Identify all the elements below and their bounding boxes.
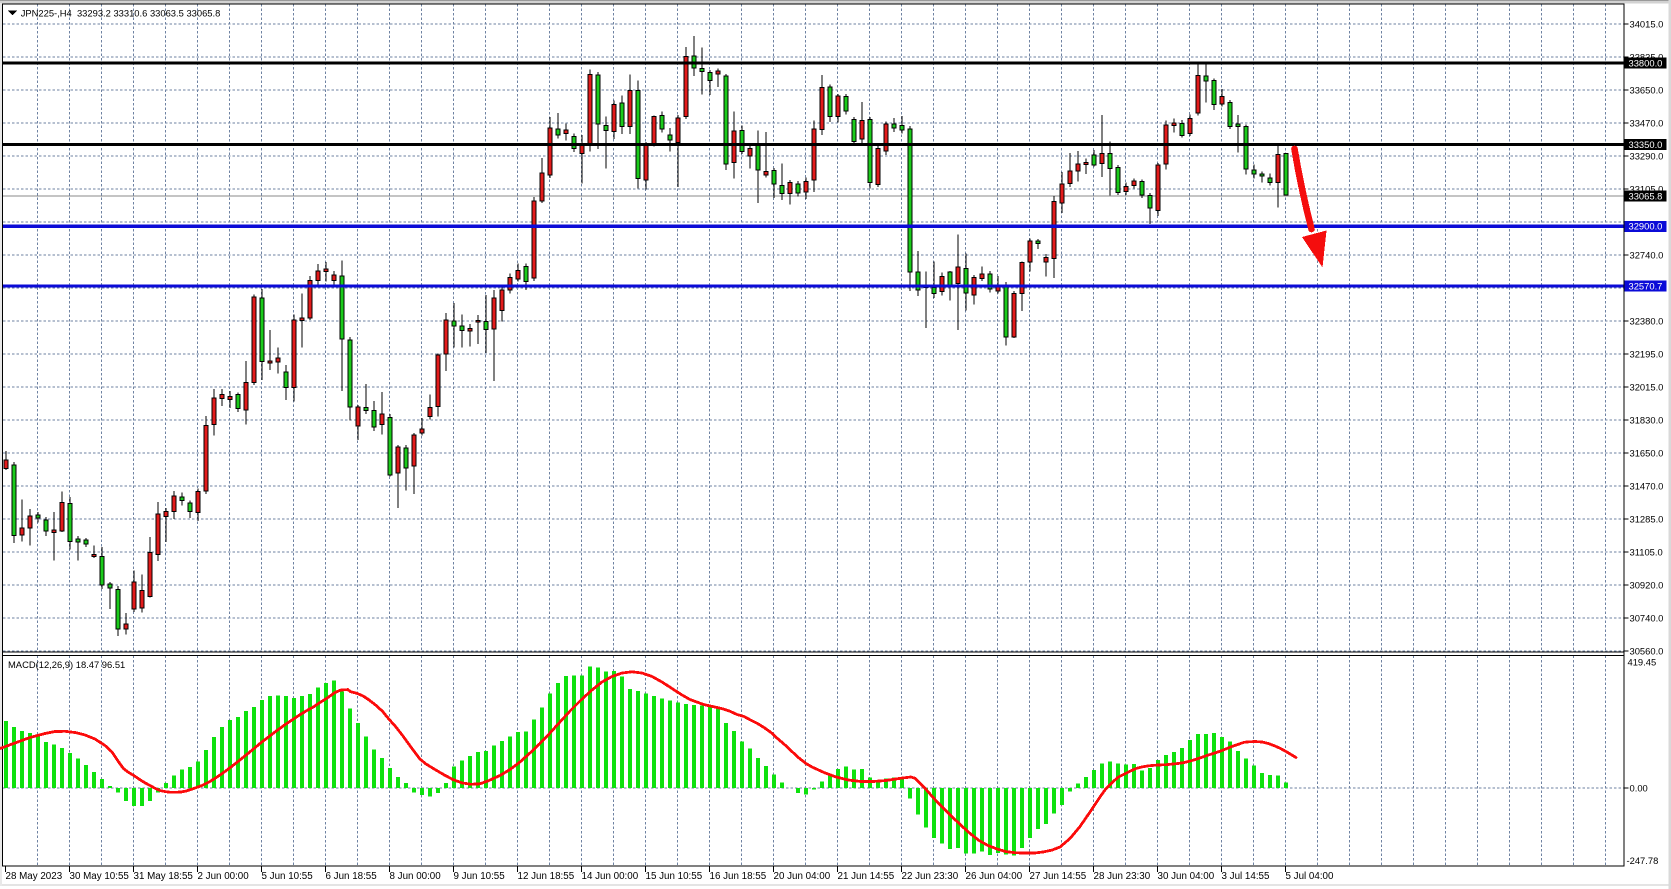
svg-text:30920.0: 30920.0: [1630, 579, 1664, 590]
svg-text:16 Jun 18:55: 16 Jun 18:55: [710, 871, 767, 882]
svg-text:33065.8: 33065.8: [1629, 190, 1663, 201]
svg-text:12 Jun 18:55: 12 Jun 18:55: [518, 871, 575, 882]
svg-text:33470.0: 33470.0: [1630, 117, 1664, 128]
svg-text:31105.0: 31105.0: [1630, 546, 1663, 557]
svg-text:21 Jun 14:55: 21 Jun 14:55: [838, 871, 895, 882]
svg-text:30740.0: 30740.0: [1630, 612, 1664, 623]
svg-text:33800.0: 33800.0: [1629, 57, 1663, 68]
svg-text:5 Jun 10:55: 5 Jun 10:55: [262, 871, 314, 882]
svg-text:20 Jun 04:00: 20 Jun 04:00: [774, 871, 831, 882]
svg-text:419.45: 419.45: [1628, 657, 1657, 668]
svg-text:9 Jun 10:55: 9 Jun 10:55: [454, 871, 506, 882]
svg-text:32900.0: 32900.0: [1629, 221, 1663, 232]
svg-text:28 May 2023: 28 May 2023: [6, 871, 63, 882]
svg-text:6 Jun 18:55: 6 Jun 18:55: [326, 871, 378, 882]
svg-text:28 Jun 23:30: 28 Jun 23:30: [1094, 871, 1151, 882]
svg-text:JPN225-,H4 33293.2 33310.6 33: JPN225-,H4 33293.2 33310.6 33063.5 33065…: [21, 7, 221, 18]
svg-text:MACD(12,26,9) 18.47 96.51: MACD(12,26,9) 18.47 96.51: [8, 659, 125, 670]
svg-text:32380.0: 32380.0: [1630, 315, 1664, 326]
svg-text:15 Jun 10:55: 15 Jun 10:55: [646, 871, 703, 882]
svg-text:33835.0: 33835.0: [1630, 51, 1664, 62]
svg-text:2 Jun 00:00: 2 Jun 00:00: [198, 871, 250, 882]
svg-text:33105.0: 33105.0: [1630, 183, 1664, 194]
svg-text:3 Jul 14:55: 3 Jul 14:55: [1222, 871, 1270, 882]
svg-text:32195.0: 32195.0: [1630, 348, 1664, 359]
svg-text:14 Jun 00:00: 14 Jun 00:00: [582, 871, 639, 882]
svg-text:5 Jul 04:00: 5 Jul 04:00: [1286, 871, 1334, 882]
svg-text:26 Jun 04:00: 26 Jun 04:00: [966, 871, 1023, 882]
svg-text:30 Jun 04:00: 30 Jun 04:00: [1158, 871, 1215, 882]
svg-text:31830.0: 31830.0: [1630, 414, 1664, 425]
svg-text:-247.78: -247.78: [1627, 855, 1659, 866]
svg-text:32740.0: 32740.0: [1630, 249, 1664, 260]
svg-text:31650.0: 31650.0: [1630, 447, 1664, 458]
svg-text:32570.7: 32570.7: [1629, 280, 1663, 291]
svg-text:0.00: 0.00: [1630, 782, 1648, 793]
svg-text:31 May 18:55: 31 May 18:55: [134, 871, 194, 882]
svg-text:32015.0: 32015.0: [1630, 381, 1664, 392]
svg-text:34015.0: 34015.0: [1630, 18, 1664, 29]
svg-text:22 Jun 23:30: 22 Jun 23:30: [902, 871, 959, 882]
svg-text:8 Jun 00:00: 8 Jun 00:00: [390, 871, 442, 882]
svg-text:33350.0: 33350.0: [1629, 139, 1663, 150]
svg-text:27 Jun 14:55: 27 Jun 14:55: [1030, 871, 1087, 882]
svg-text:31470.0: 31470.0: [1630, 480, 1664, 491]
svg-text:33650.0: 33650.0: [1630, 84, 1664, 95]
svg-text:33290.0: 33290.0: [1630, 150, 1664, 161]
svg-text:31285.0: 31285.0: [1630, 513, 1664, 524]
svg-text:30 May 10:55: 30 May 10:55: [70, 871, 130, 882]
svg-text:30560.0: 30560.0: [1630, 645, 1664, 656]
